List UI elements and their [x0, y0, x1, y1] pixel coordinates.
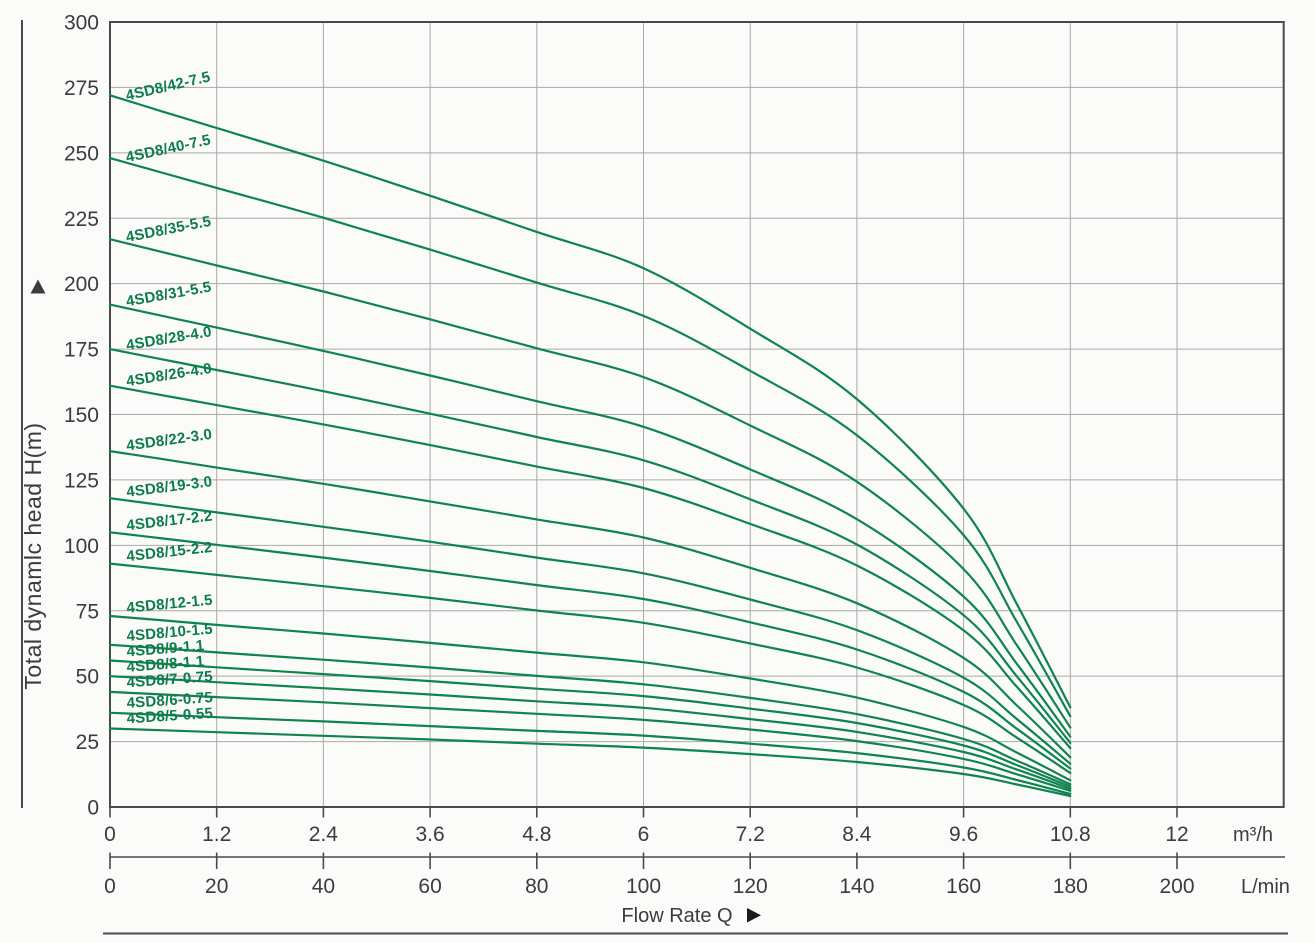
pump-curve-4SD8/40-7.5 [108, 157, 1072, 718]
x-tick-label-m3h-3.6: 3.6 [415, 823, 444, 846]
x-tick-label-lmin-100: 100 [626, 875, 661, 898]
curve-label-4SD8/8-1.1: 4SD8/8-1.1 [126, 653, 205, 676]
curve-label-4SD8/26-4.0: 4SD8/26-4.0 [125, 360, 213, 390]
pump-curve-4SD8/42-7.5 [108, 94, 1072, 709]
pump-curve-4SD8/6-0.75 [108, 711, 1072, 795]
x-tick-label-m3h-12: 12 [1165, 823, 1188, 846]
curve-label-4SD8/42-7.5: 4SD8/42-7.5 [124, 68, 212, 104]
curve-label-4SD8/7-0.75: 4SD8/7-0.75 [126, 668, 213, 691]
pump-curve-4SD8/12-1.5 [108, 614, 1072, 782]
curve-label-4SD8/12-1.5: 4SD8/12-1.5 [126, 592, 214, 617]
x-axis-unit-lmin: L/min [1241, 876, 1290, 898]
plot-border [109, 21, 1285, 808]
y-tick-label-250: 250 [64, 142, 99, 165]
x-axis-arrow-icon [747, 908, 761, 923]
curve-label-4SD8/6-0.75: 4SD8/6-0.75 [126, 689, 213, 712]
x-tick-label-m3h-2.4: 2.4 [309, 823, 339, 846]
curve-label-4SD8/15-2.2: 4SD8/15-2.2 [126, 539, 214, 565]
pump-curve-4SD8/28-4.0 [108, 348, 1072, 744]
x-tick-label-lmin-20: 20 [205, 875, 228, 898]
y-tick-label-125: 125 [64, 469, 99, 492]
x-tick-label-lmin-180: 180 [1053, 875, 1088, 898]
x-tick-label-lmin-200: 200 [1159, 875, 1194, 898]
x-axis-unit-m3h: m³/h [1233, 824, 1273, 846]
pump-curve-4SD8/22-3.0 [108, 450, 1072, 759]
x-tick-label-m3h-0: 0 [104, 823, 116, 846]
pump-curve-4SD8/10-1.5 [108, 643, 1072, 786]
y-axis-arrow-icon [30, 279, 46, 294]
x-axis-title: Flow Rate Q [621, 905, 732, 927]
pump-curve-4SD8/19-3.0 [108, 497, 1072, 765]
pump-curve-4SD8/17-2.2 [108, 531, 1072, 770]
pump-curve-4SD8/31-5.5 [108, 303, 1072, 738]
x-tick-label-lmin-40: 40 [312, 875, 335, 898]
pump-curve-4SD8/35-5.5 [108, 238, 1072, 729]
x-tick-label-m3h-7.2: 7.2 [736, 823, 765, 846]
y-tick-label-225: 225 [64, 208, 99, 231]
y-tick-label-300: 300 [64, 12, 99, 35]
y-axis-tick-labels: 0 25 50 75 100 125 150 175 200 225 250 275 300 [64, 12, 99, 820]
x-tick-label-m3h-4.8: 4.8 [522, 823, 551, 846]
y-tick-label-150: 150 [64, 404, 99, 427]
x-tick-label-lmin-80: 80 [525, 875, 548, 898]
pump-curve-4SD8/9-1.1 [108, 659, 1072, 788]
x-tick-label-lmin-0: 0 [104, 875, 116, 898]
pump-curve-4SD8/5-0.55 [108, 727, 1072, 798]
y-tick-label-25: 25 [76, 731, 99, 754]
x-tick-label-lmin-140: 140 [839, 875, 874, 898]
x-tick-label-m3h-6: 6 [638, 823, 650, 846]
curve-label-4SD8/9-1.1: 4SD8/9-1.1 [126, 637, 205, 660]
y-tick-label-0: 0 [87, 797, 99, 820]
pump-curves [108, 94, 1072, 798]
y-tick-label-175: 175 [64, 339, 99, 362]
y-tick-label-200: 200 [64, 273, 99, 296]
pump-curve-4SD8/26-4.0 [108, 384, 1072, 750]
x-tick-label-m3h-10.8: 10.8 [1050, 823, 1091, 846]
curve-label-4SD8/5-0.55: 4SD8/5-0.55 [126, 705, 213, 728]
x-tick-label-m3h-9.6: 9.6 [949, 823, 978, 846]
x-tick-label-m3h-1.2: 1.2 [202, 823, 231, 846]
curve-label-4SD8/19-3.0: 4SD8/19-3.0 [125, 473, 213, 501]
x-tick-label-lmin-160: 160 [946, 875, 981, 898]
curve-label-4SD8/40-7.5: 4SD8/40-7.5 [124, 131, 212, 166]
pump-curve-4SD8/15-2.2 [108, 562, 1072, 775]
y-tick-label-275: 275 [64, 77, 99, 100]
pump-curve-4SD8/7-0.75 [108, 690, 1072, 792]
grid [110, 22, 1284, 807]
y-axis-title: Total dynamlc head H(m) [20, 422, 46, 689]
y-tick-label-100: 100 [64, 535, 99, 558]
y-tick-label-75: 75 [76, 600, 99, 623]
x-tick-label-lmin-60: 60 [418, 875, 441, 898]
x-axis-lmin-ticks: 0 20 40 60 80 100 120 140 160 180 200 [104, 852, 1195, 898]
x-tick-label-m3h-8.4: 8.4 [842, 823, 872, 846]
y-tick-label-50: 50 [76, 666, 99, 689]
curve-labels: 4SD8/42-7.54SD8/40-7.54SD8/35-5.54SD8/31… [124, 68, 213, 727]
curve-label-4SD8/22-3.0: 4SD8/22-3.0 [125, 426, 213, 455]
x-axis-m3h-ticks: 0 1.2 2.4 3.6 4.8 6 7.2 8.4 9.6 10.8 12 [104, 807, 1189, 846]
curve-label-4SD8/17-2.2: 4SD8/17-2.2 [125, 507, 213, 534]
pump-curve-4SD8/8-1.1 [108, 675, 1072, 790]
x-tick-label-lmin-120: 120 [733, 875, 768, 898]
